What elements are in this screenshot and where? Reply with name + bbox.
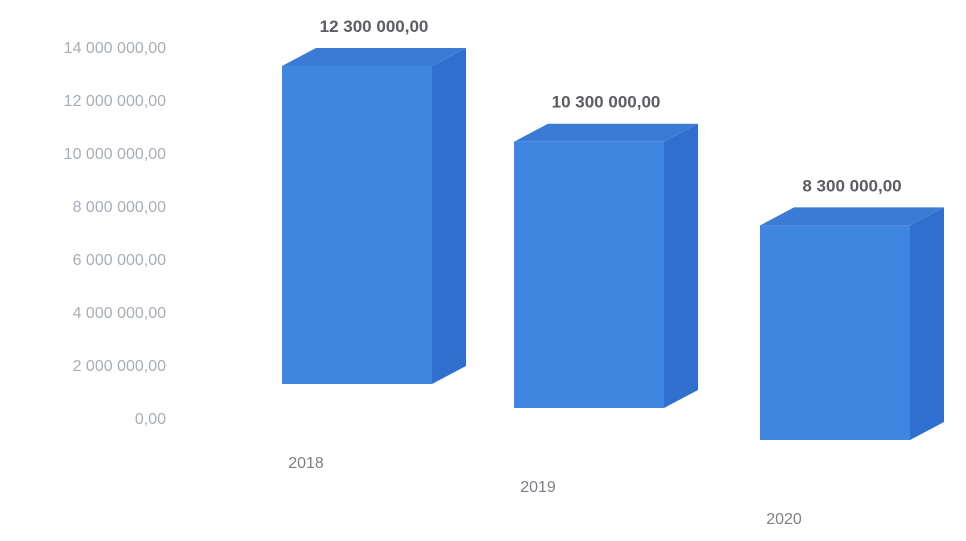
x-axis: 2018 2019 2020 [288,455,802,528]
bar-side-face [432,48,466,384]
bar-top-face [282,48,466,66]
data-label: 10 300 000,00 [552,93,661,112]
y-tick-label: 6 000 000,00 [73,252,167,269]
y-tick-label: 12 000 000,00 [64,93,166,110]
data-labels: 12 300 000,00 10 300 000,00 8 300 000,00 [320,17,902,195]
bar-top-face [760,207,944,226]
bar-2019 [514,123,698,409]
y-tick-label: 8 000 000,00 [73,199,167,216]
x-category-label: 2020 [766,511,802,528]
y-tick-label: 10 000 000,00 [64,146,166,163]
x-category-label: 2019 [520,479,556,496]
bar-top-face [514,123,698,142]
bar-side-face [910,207,944,440]
bar-2018 [282,48,466,384]
bars [282,48,944,440]
x-category-label: 2018 [288,455,324,472]
data-label: 12 300 000,00 [320,17,429,36]
data-label: 8 300 000,00 [802,176,901,195]
bar-front-face [514,141,664,408]
bar-front-face [282,66,432,384]
y-tick-label: 2 000 000,00 [73,358,167,375]
y-tick-label: 0,00 [135,411,166,428]
bar-side-face [664,123,698,409]
y-axis: 0,00 2 000 000,00 4 000 000,00 6 000 000,00… [64,40,166,428]
y-tick-label: 4 000 000,00 [73,305,167,322]
y-tick-label: 14 000 000,00 [64,40,166,57]
bar-front-face [760,225,910,440]
bar-2020 [760,207,944,440]
